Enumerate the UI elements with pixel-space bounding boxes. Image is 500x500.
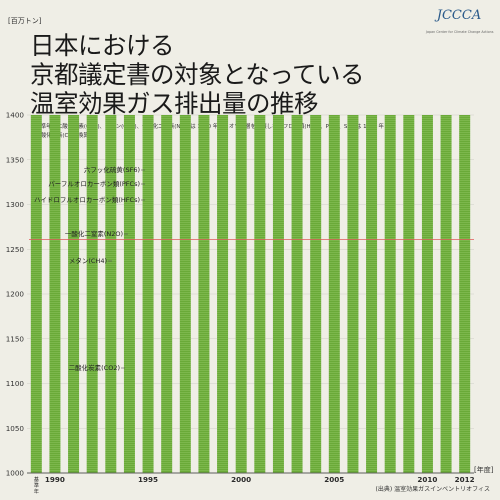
y-unit-label: [百万トン] (8, 17, 42, 25)
bar-segment (142, 115, 154, 473)
logo-subtext: Japan Center for Climate Change Actions (426, 30, 494, 34)
y-tick-label: 1200 (6, 290, 25, 299)
baseline-category-label: 年 (34, 487, 39, 495)
bar-segment (403, 115, 415, 473)
bar-segment (86, 115, 98, 473)
y-tick-label: 1300 (6, 200, 25, 209)
x-tick-label: 1990 (45, 475, 65, 484)
x-tick-label: 2000 (231, 475, 251, 484)
baseline-category-label: 基 (34, 475, 40, 483)
jccca-logo: JCCCA Japan Center for Climate Change Ac… (426, 6, 494, 40)
y-tick-label: 1000 (6, 469, 25, 478)
bar-segment (384, 115, 396, 473)
bar-segment (105, 115, 117, 473)
bar-segment (217, 115, 229, 473)
bar-segment (179, 115, 191, 473)
bar-segment (347, 115, 359, 473)
bar-segment (123, 115, 135, 473)
y-tick-label: 1250 (6, 245, 25, 254)
series-label: 二酸化炭素(CO2) (69, 363, 120, 372)
series-label: 六フッ化硫黄(SF6) (84, 165, 140, 174)
y-tick-label: 1050 (6, 424, 25, 433)
bar-segment (328, 115, 340, 473)
title-line-2: 京都議定書の対象となっている (30, 60, 365, 89)
x-tick-label: 2010 (417, 475, 437, 484)
y-tick-label: 1150 (6, 334, 25, 343)
bar-segment (30, 115, 42, 473)
series-label: ハイドロフルオロカーボン類(HFCs) (34, 195, 140, 204)
y-tick-label: 1100 (6, 379, 25, 388)
series-label: メタン(CH4) (69, 256, 107, 265)
bar-segment (291, 115, 303, 473)
x-tick-label: 2012 (455, 475, 475, 484)
baseline-category-label: 準 (34, 481, 39, 489)
title-line-3: 温室効果ガス排出量の推移 (30, 89, 319, 118)
bar-segment (310, 115, 322, 473)
logo-text: JCCCA (436, 8, 482, 23)
y-tick-label: 1400 (6, 111, 25, 120)
y-tick-label: 1350 (6, 155, 25, 164)
bar-segment (366, 115, 378, 473)
source-note: (出典) 温室効果ガスインベントリオフィス (375, 486, 490, 493)
bar-segment (254, 115, 266, 473)
x-unit-label: [年度] (474, 466, 494, 474)
series-label: パーフルオロカーボン類(PFCs) (48, 179, 140, 188)
bar-segment (235, 115, 247, 473)
bar-segment (68, 115, 80, 473)
bar-segment (49, 115, 61, 473)
series-label: 一酸化二窒素(N2O) (65, 229, 123, 238)
bar-segment (421, 115, 433, 473)
chart-title: 日本における 京都議定書の対象となっている 温室効果ガス排出量の推移 (30, 31, 450, 118)
bar-segment (161, 115, 173, 473)
bar-segment (440, 115, 452, 473)
title-line-1: 日本における (30, 31, 175, 60)
bar-segment (198, 115, 210, 473)
bar-segment (459, 115, 471, 473)
x-tick-label: 1995 (138, 475, 158, 484)
bar-segment (272, 115, 284, 473)
x-tick-label: 2005 (324, 475, 344, 484)
